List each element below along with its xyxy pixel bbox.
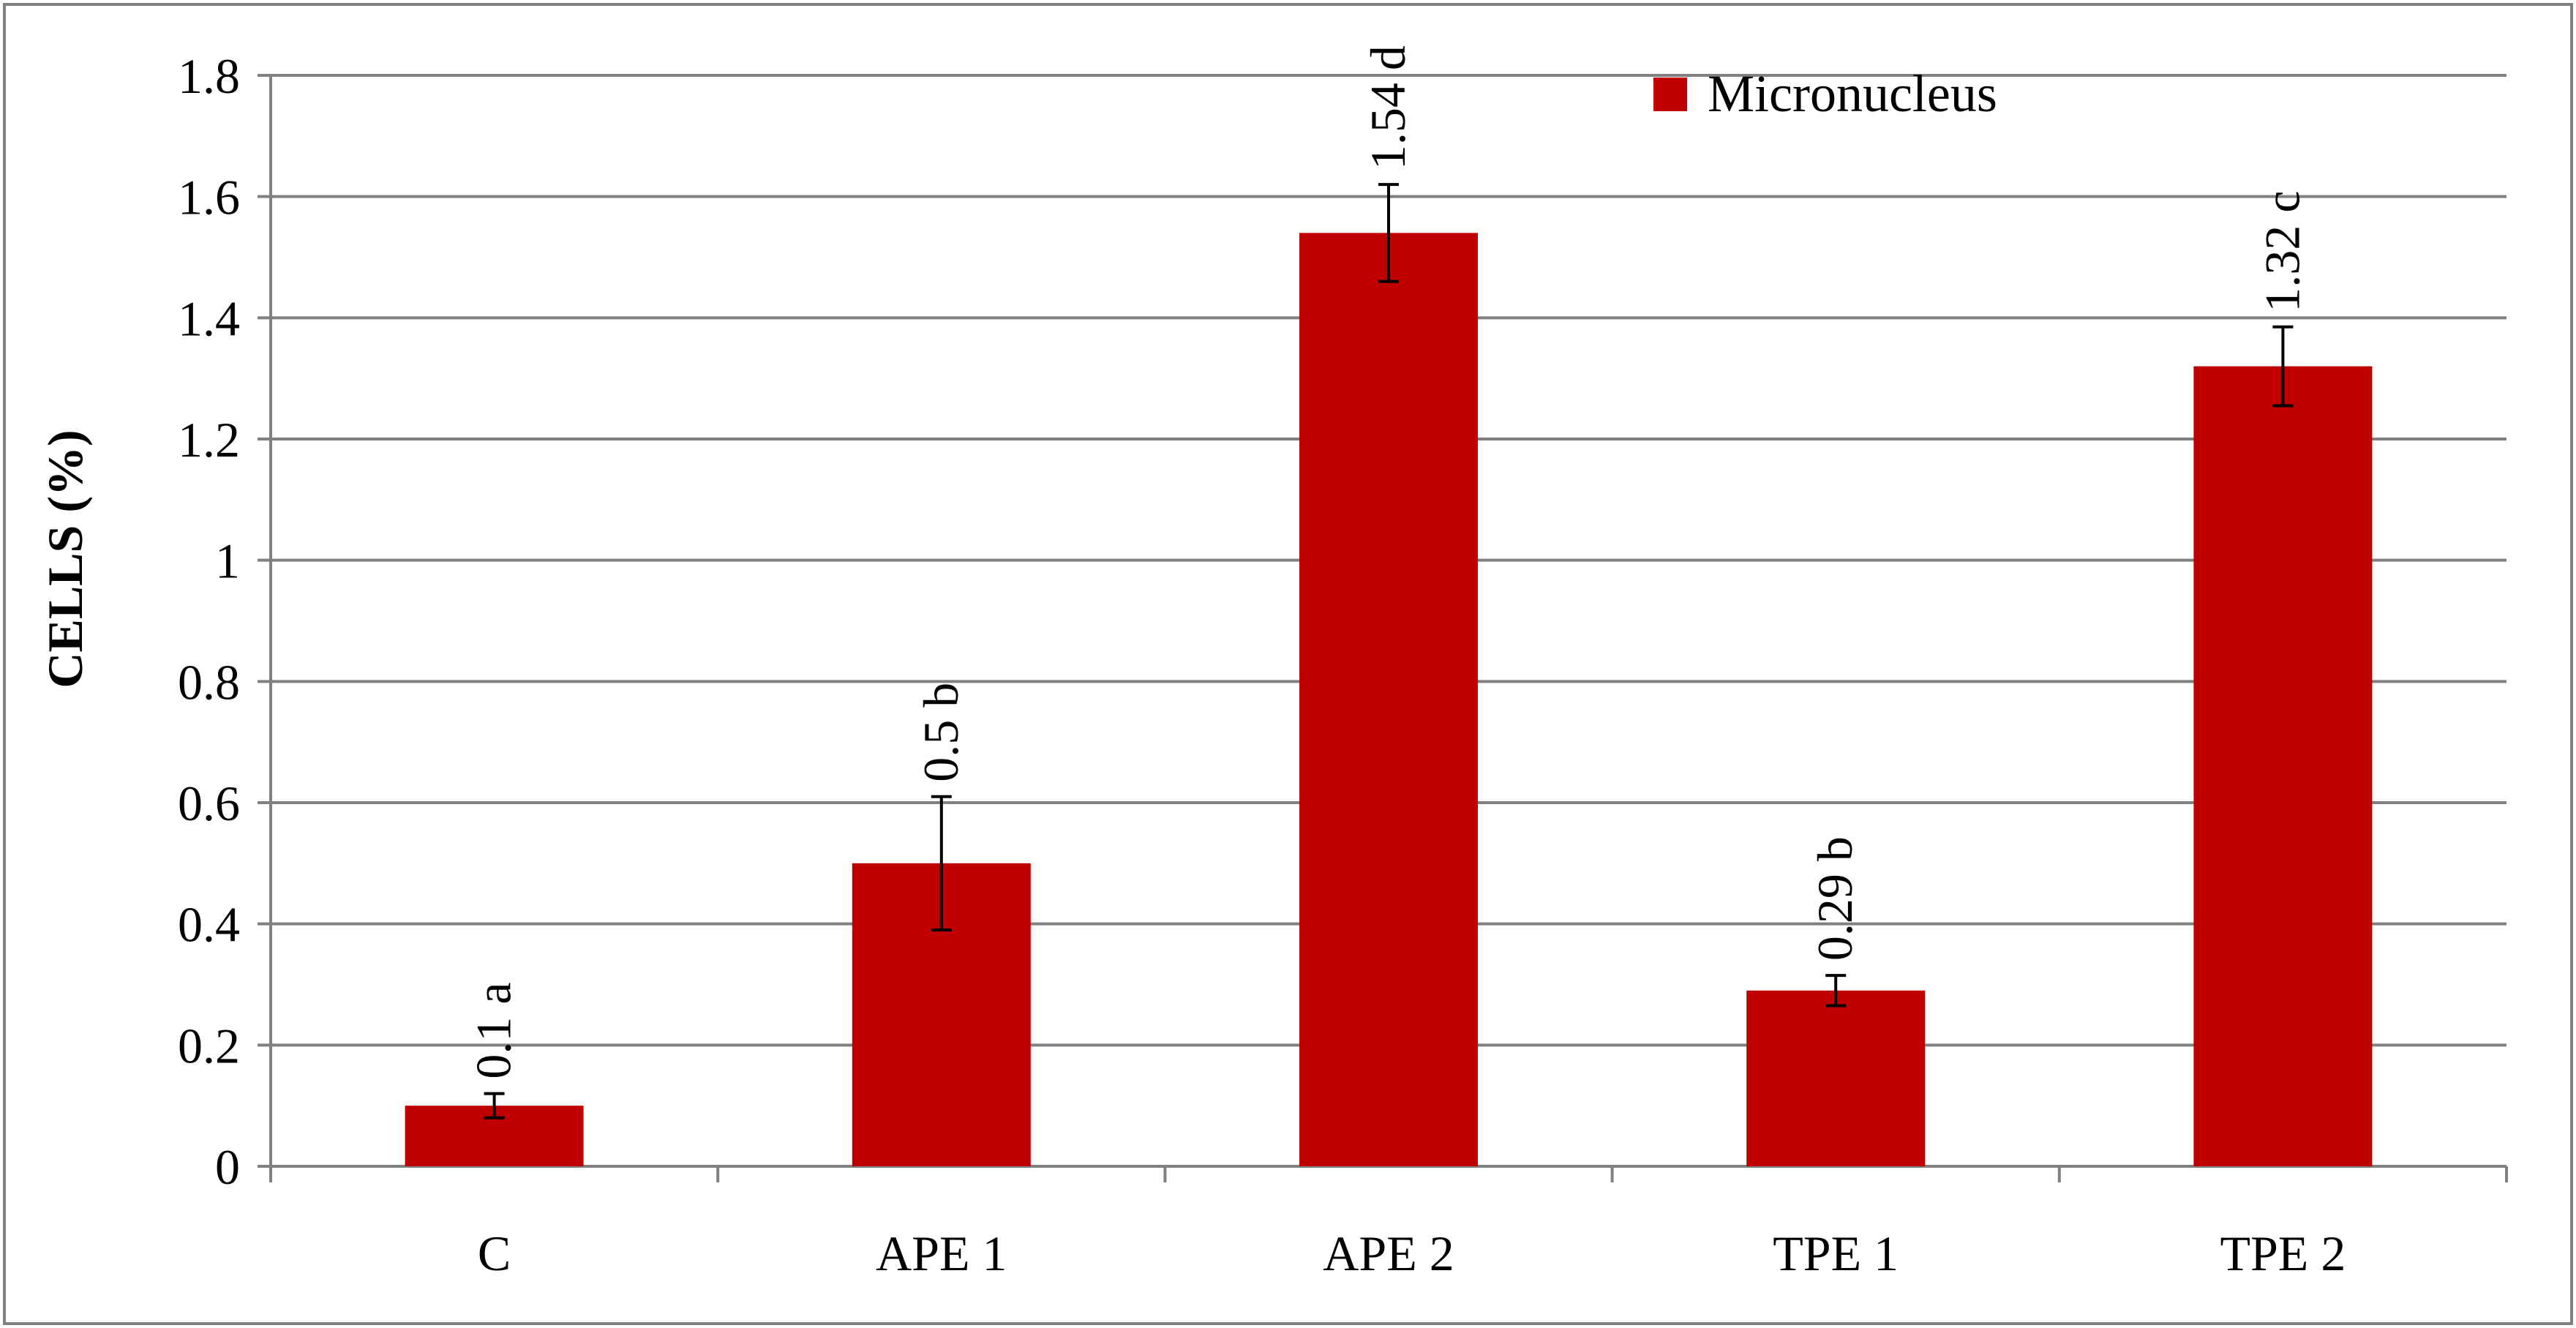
bar — [2193, 366, 2373, 1167]
y-tick-label: 1.8 — [178, 48, 240, 104]
x-tick-label: TPE 2 — [2220, 1226, 2346, 1281]
data-label: 0.1 a — [466, 982, 522, 1078]
bars — [405, 233, 2373, 1167]
data-label: 1.32 c — [2254, 191, 2310, 312]
y-tick-label: 1.4 — [178, 290, 240, 346]
x-tick-label: APE 2 — [1323, 1226, 1454, 1281]
y-tick-labels: 0 0.2 0.4 0.6 0.8 1 1.2 1.4 1.6 1.8 — [178, 48, 240, 1195]
data-label: 0.5 b — [913, 683, 969, 782]
legend-swatch — [1653, 78, 1687, 111]
y-axis-title: CELLS (%) — [37, 429, 93, 688]
y-tick-label: 0.4 — [178, 897, 240, 953]
y-tick-label: 0.8 — [178, 654, 240, 710]
y-tick-label: 0 — [215, 1139, 240, 1195]
y-tick-label: 1.6 — [178, 170, 240, 225]
x-tick-labels: C APE 1 APE 2 TPE 1 TPE 2 — [478, 1226, 2346, 1281]
y-tick-label: 1.2 — [178, 412, 240, 468]
data-label: 0.29 b — [1807, 836, 1863, 961]
y-tick-label: 1 — [215, 533, 240, 589]
data-label: 1.54 d — [1360, 45, 1416, 170]
legend-label: Micronucleus — [1708, 64, 1997, 123]
bar — [1746, 990, 1926, 1166]
error-bars — [484, 183, 2294, 1119]
y-tick-label: 0.6 — [178, 776, 240, 831]
y-tick-label: 0.2 — [178, 1018, 240, 1073]
x-tick-label: TPE 1 — [1773, 1226, 1899, 1281]
x-tick-label: C — [478, 1226, 511, 1281]
bar — [1299, 233, 1478, 1166]
x-tick-label: APE 1 — [876, 1226, 1007, 1281]
legend: Micronucleus — [1653, 64, 1997, 123]
data-labels: 0.1 a 0.5 b 1.54 d 0.29 b 1.32 c — [466, 45, 2310, 1078]
chart-border — [3, 3, 2573, 1325]
